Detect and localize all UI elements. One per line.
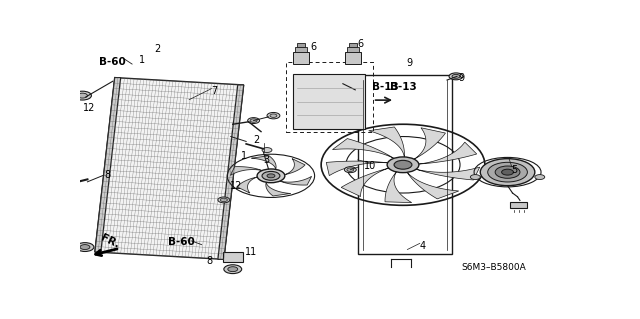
Text: B-13: B-13 bbox=[372, 82, 399, 93]
Circle shape bbox=[74, 91, 92, 100]
Text: 12: 12 bbox=[230, 181, 243, 191]
Bar bbox=[292, 52, 308, 64]
Text: 8: 8 bbox=[104, 170, 110, 180]
Circle shape bbox=[267, 174, 275, 178]
Circle shape bbox=[250, 119, 257, 122]
Text: 11: 11 bbox=[245, 247, 257, 257]
Polygon shape bbox=[95, 78, 121, 252]
Text: 6: 6 bbox=[357, 40, 364, 49]
Text: 10: 10 bbox=[364, 161, 376, 171]
Polygon shape bbox=[280, 176, 312, 185]
Circle shape bbox=[248, 118, 260, 123]
Circle shape bbox=[257, 169, 285, 183]
Polygon shape bbox=[418, 142, 477, 164]
Polygon shape bbox=[326, 161, 388, 175]
Text: 1: 1 bbox=[139, 56, 145, 65]
Circle shape bbox=[502, 169, 513, 175]
Polygon shape bbox=[369, 127, 404, 158]
Circle shape bbox=[452, 74, 460, 78]
Polygon shape bbox=[230, 167, 262, 175]
Polygon shape bbox=[266, 182, 291, 196]
Circle shape bbox=[470, 174, 480, 180]
Polygon shape bbox=[218, 85, 244, 259]
Bar bbox=[293, 74, 365, 129]
Text: 9: 9 bbox=[407, 58, 413, 68]
Circle shape bbox=[224, 265, 242, 274]
Circle shape bbox=[76, 243, 94, 251]
Circle shape bbox=[344, 167, 356, 173]
Circle shape bbox=[80, 245, 90, 249]
Text: 7: 7 bbox=[211, 86, 217, 96]
Bar bbox=[510, 202, 527, 208]
Polygon shape bbox=[95, 78, 244, 259]
Circle shape bbox=[218, 197, 230, 203]
Circle shape bbox=[535, 174, 545, 180]
Polygon shape bbox=[285, 159, 305, 174]
Text: 9: 9 bbox=[459, 73, 465, 83]
Text: 8: 8 bbox=[206, 256, 212, 266]
Circle shape bbox=[77, 93, 88, 98]
Text: S6M3–B5800A: S6M3–B5800A bbox=[462, 263, 527, 272]
Polygon shape bbox=[333, 138, 394, 159]
Circle shape bbox=[59, 182, 68, 187]
Circle shape bbox=[262, 148, 272, 152]
Text: 5: 5 bbox=[511, 165, 517, 175]
Text: B-13: B-13 bbox=[390, 82, 417, 93]
Circle shape bbox=[488, 162, 527, 182]
Text: B-60: B-60 bbox=[168, 237, 195, 247]
Text: 2: 2 bbox=[154, 44, 160, 54]
Bar bbox=[295, 47, 307, 52]
Polygon shape bbox=[341, 168, 390, 197]
Polygon shape bbox=[413, 128, 445, 160]
Text: 6: 6 bbox=[310, 42, 316, 52]
Bar bbox=[347, 47, 359, 52]
Circle shape bbox=[220, 198, 227, 202]
Polygon shape bbox=[385, 171, 412, 203]
Polygon shape bbox=[252, 156, 276, 169]
Text: 2: 2 bbox=[253, 135, 259, 145]
Bar bbox=[297, 43, 305, 47]
Bar bbox=[345, 52, 361, 64]
Bar bbox=[358, 75, 452, 255]
Polygon shape bbox=[415, 167, 480, 180]
Text: 3: 3 bbox=[263, 155, 269, 165]
Circle shape bbox=[387, 157, 419, 173]
Circle shape bbox=[262, 171, 280, 180]
Circle shape bbox=[228, 267, 237, 272]
Polygon shape bbox=[237, 177, 257, 193]
Circle shape bbox=[335, 80, 343, 84]
Circle shape bbox=[270, 114, 277, 117]
Text: B-60: B-60 bbox=[99, 56, 125, 67]
Bar bbox=[349, 43, 356, 47]
Circle shape bbox=[332, 78, 346, 85]
Bar bbox=[223, 252, 243, 262]
Circle shape bbox=[480, 159, 535, 186]
Text: 1: 1 bbox=[241, 151, 247, 161]
Text: 4: 4 bbox=[419, 241, 426, 251]
Text: FR.: FR. bbox=[99, 232, 121, 249]
Circle shape bbox=[347, 168, 354, 171]
Circle shape bbox=[267, 113, 280, 119]
Polygon shape bbox=[407, 172, 459, 199]
Circle shape bbox=[449, 73, 463, 80]
Circle shape bbox=[495, 166, 520, 178]
Bar bbox=[286, 62, 372, 132]
Text: 12: 12 bbox=[83, 103, 95, 113]
Circle shape bbox=[394, 160, 412, 169]
